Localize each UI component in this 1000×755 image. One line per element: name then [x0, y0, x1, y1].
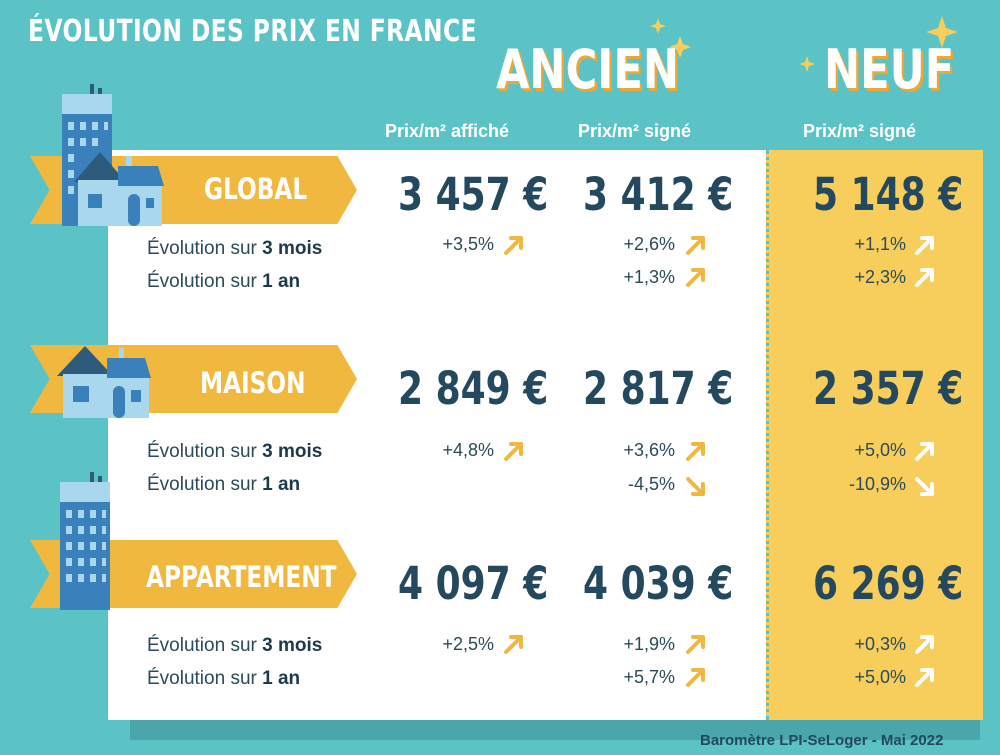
evolution-3-mois-label: Évolution sur 3 mois [147, 238, 323, 259]
pct-3-mois: +1,1% [854, 234, 906, 254]
arrow-up-icon [504, 442, 523, 461]
apartment-building-icon [60, 472, 110, 610]
page-title: ÉVOLUTION DES PRIX EN FRANCE [28, 14, 477, 49]
source-credit: Baromètre LPI-SeLoger - Mai 2022 [700, 732, 944, 749]
pct-3-mois: +1,9% [623, 634, 675, 654]
arrow-up-icon [686, 236, 705, 255]
pct-1-an: -4,5% [627, 474, 675, 494]
pct-3-mois: +4,8% [442, 440, 494, 460]
arrow-down-icon [915, 477, 934, 496]
row-label-appartement: APPARTEMENT [146, 560, 337, 594]
arrow-up-icon [915, 268, 934, 287]
evolution-1-an-label: Évolution sur 1 an [147, 271, 301, 292]
arrow-up-icon [686, 668, 705, 687]
column-header-prix-affiche: Prix/m² affiché [385, 121, 510, 141]
row-label-global: GLOBAL [204, 172, 308, 206]
evolution-3-mois-label: Évolution sur 3 mois [147, 441, 323, 462]
pct-1-an: -10,9% [848, 474, 906, 494]
header-neuf: NEUF [824, 38, 955, 101]
arrow-up-icon [686, 268, 705, 287]
evolution-1-an-label: Évolution sur 1 an [147, 668, 301, 689]
price-value: 6 269 € [813, 557, 964, 610]
price-value: 2 849 € [398, 362, 549, 415]
arrow-up-icon [915, 635, 934, 654]
pct-1-an: +1,3% [623, 267, 675, 287]
arrow-up-icon [686, 442, 705, 461]
price-value: 4 039 € [583, 557, 734, 610]
arrow-up-icon [504, 635, 523, 654]
price-value: 3 412 € [583, 168, 734, 221]
pct-1-an: +2,3% [854, 267, 906, 287]
price-value: 4 097 € [398, 557, 549, 610]
price-value: 5 148 € [813, 168, 964, 221]
column-header-prix-signe-ancien: Prix/m² signé [578, 121, 692, 141]
pct-3-mois: +2,5% [442, 634, 494, 654]
sparkle-icon [799, 16, 958, 72]
evolution-1-an-label: Évolution sur 1 an [147, 474, 301, 495]
pct-1-an: +5,7% [623, 667, 675, 687]
pct-3-mois: +3,6% [623, 440, 675, 460]
column-header-prix-signe-neuf: Prix/m² signé [803, 121, 917, 141]
pct-3-mois: +2,6% [623, 234, 675, 254]
row-label-maison: MAISON [200, 366, 306, 400]
pct-3-mois: +5,0% [854, 440, 906, 460]
house-icon [57, 346, 151, 418]
pct-1-an: +5,0% [854, 667, 906, 687]
sparkle-icon [650, 18, 691, 58]
arrow-up-icon [915, 668, 934, 687]
pct-3-mois: +0,3% [854, 634, 906, 654]
arrow-up-icon [915, 442, 934, 461]
price-value: 3 457 € [398, 168, 549, 221]
arrow-up-icon [915, 236, 934, 255]
header-ancien: ANCIEN [496, 38, 680, 101]
building-house-icon [62, 84, 164, 226]
arrow-down-icon [686, 477, 705, 496]
arrow-up-icon [504, 236, 523, 255]
price-value: 2 817 € [583, 362, 734, 415]
arrow-up-icon [686, 635, 705, 654]
pct-3-mois: +3,5% [442, 234, 494, 254]
price-value: 2 357 € [813, 362, 964, 415]
neuf-column [766, 150, 983, 720]
evolution-3-mois-label: Évolution sur 3 mois [147, 635, 323, 656]
